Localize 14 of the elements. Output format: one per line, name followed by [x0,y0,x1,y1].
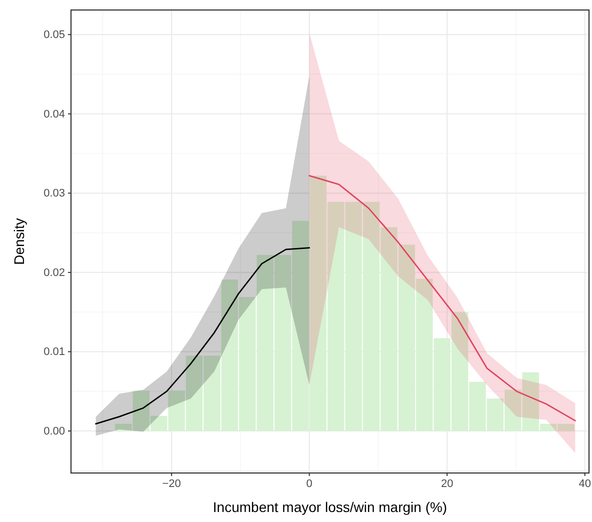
x-tick-label: 20 [440,478,454,490]
x-tick-label: 0 [306,478,312,490]
x-axis-title: Incumbent mayor loss/win margin (%) [212,499,448,515]
y-tick-label: 0.02 [44,266,65,279]
y-tick-label: 0.04 [44,108,65,120]
x-tick-label: 40 [578,478,591,490]
y-tick-label: 0.05 [44,29,65,42]
line-series [95,247,310,425]
y-axis-title: Density [11,218,27,265]
y-tick-label: 0.00 [44,426,65,438]
x-tick-label: −20 [162,478,181,490]
line-series [308,174,576,422]
y-tick-label: 0.03 [44,188,65,200]
y-tick-label: 0.01 [44,346,65,358]
